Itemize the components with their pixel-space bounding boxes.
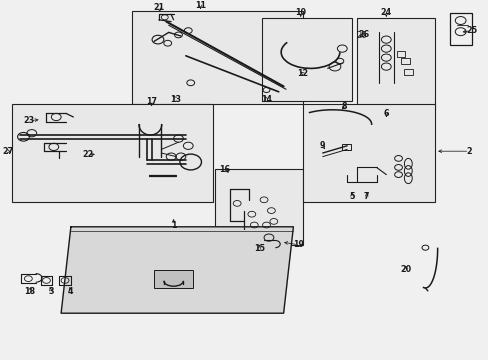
Text: 26: 26 [356,31,366,40]
Bar [342,144,350,150]
Text: 26: 26 [358,30,369,39]
Text: 8: 8 [341,102,347,111]
Text: 1: 1 [170,220,176,230]
Bar [215,169,303,245]
Bar [261,18,351,101]
Text: 6: 6 [383,109,388,118]
Text: 16: 16 [219,165,230,174]
Text: 21: 21 [153,3,164,12]
Text: 25: 25 [466,26,476,35]
Bar [132,11,303,104]
Text: 23: 23 [24,116,35,125]
Text: 24: 24 [380,8,391,17]
Bar [356,18,434,110]
Text: 3: 3 [48,287,54,296]
Bar [396,51,405,57]
Text: 11: 11 [195,1,205,10]
Text: 13: 13 [170,94,181,104]
Text: 7: 7 [363,192,369,201]
Text: 14: 14 [261,94,271,104]
Text: 27: 27 [2,147,13,156]
Text: 5: 5 [348,192,354,201]
Bar [401,58,409,64]
Text: 12: 12 [297,69,308,78]
Text: 9: 9 [319,141,325,150]
Bar [449,13,471,45]
Bar [120,106,193,193]
Text: 20: 20 [400,266,410,274]
Text: 22: 22 [82,150,94,159]
Bar [403,69,412,75]
Text: 10: 10 [295,8,305,17]
Text: 17: 17 [146,97,157,107]
Text: 19: 19 [292,240,303,249]
Text: 18: 18 [24,287,35,296]
Polygon shape [61,227,293,313]
Bar [303,104,434,202]
Text: 15: 15 [253,244,264,253]
Bar [154,270,193,288]
Text: 4: 4 [68,287,74,296]
Bar [12,104,212,202]
Text: 2: 2 [466,147,471,156]
